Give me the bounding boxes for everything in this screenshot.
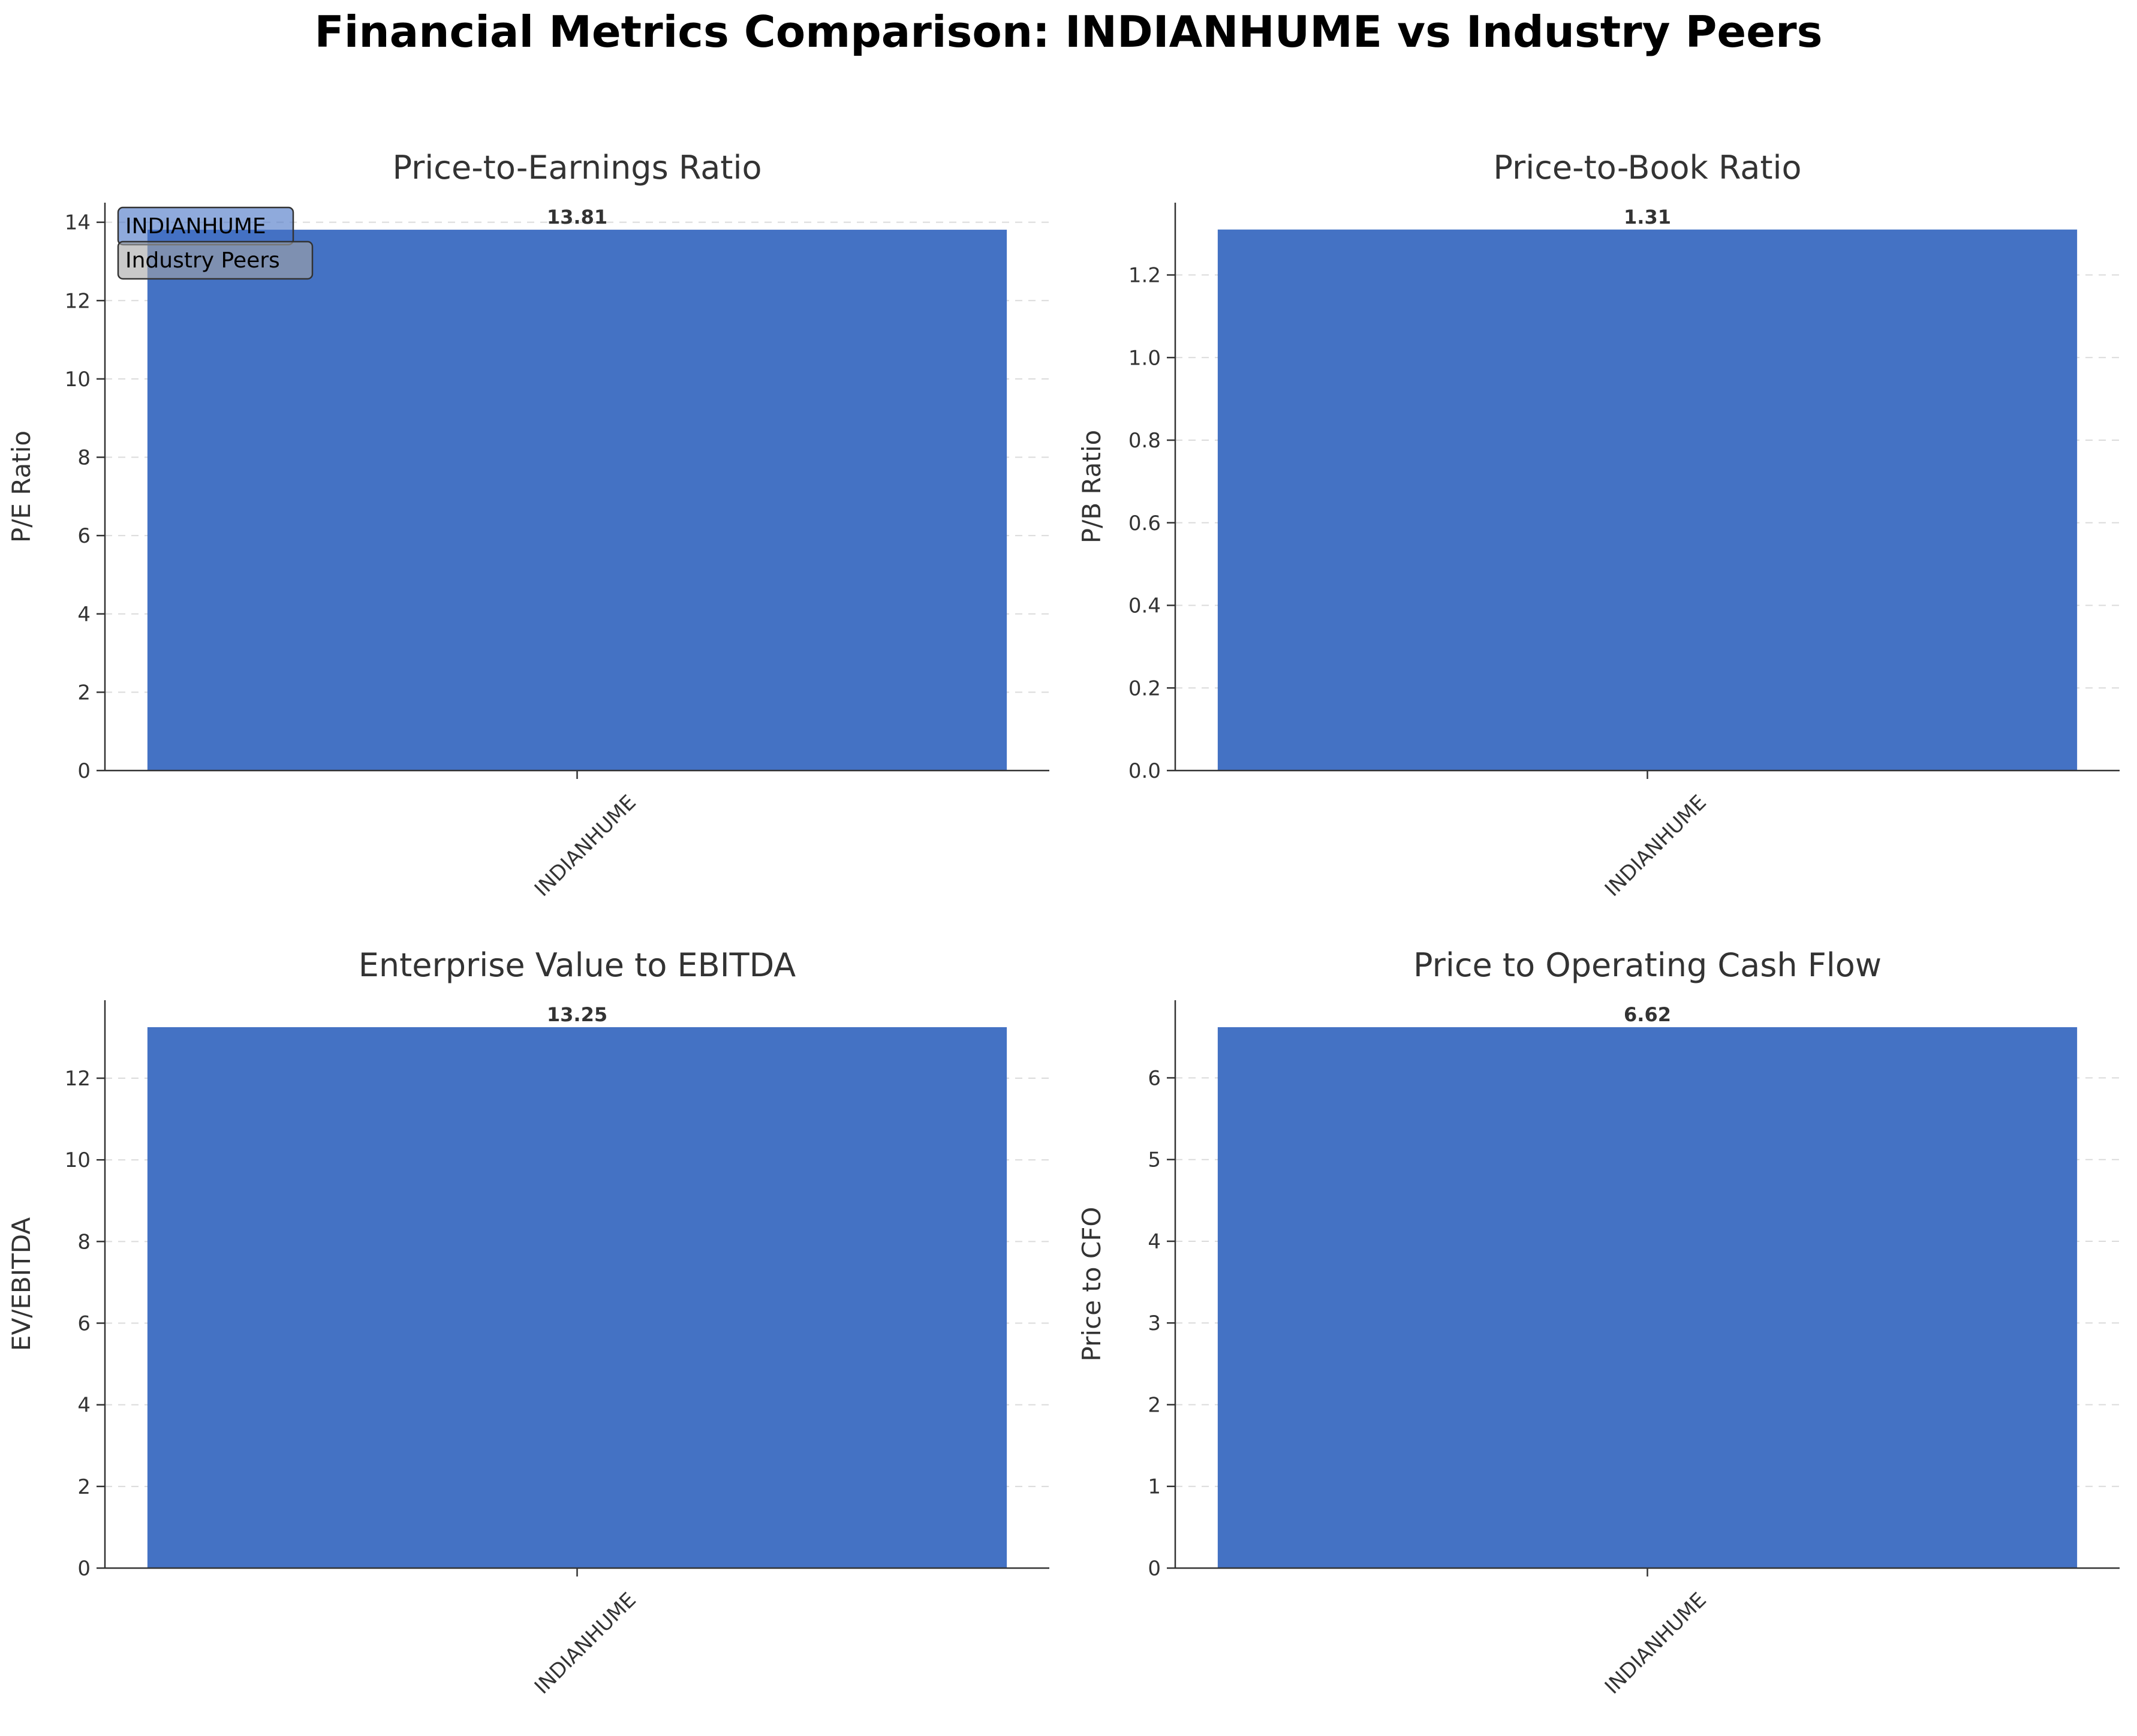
x-tick-label: INDIANHUME xyxy=(1600,790,1711,901)
y-tick-label: 0 xyxy=(77,1557,91,1581)
chart-panel-2: 1.31 INDIANHUME 0.0 0.2 0.4 0.6 0.8 1.0 1.2 Price… xyxy=(1077,149,2120,901)
panels: 13.81INDIANHUME02468101214Price-to-Earni… xyxy=(7,149,2120,1699)
value-label: 13.25 xyxy=(547,1003,607,1026)
bar-indianhume xyxy=(1217,229,2078,771)
legend-label-1: INDIANHUME xyxy=(125,214,266,239)
x-tick-label: INDIANHUME xyxy=(1600,1588,1711,1699)
y-tick-label: 0.0 xyxy=(1128,759,1161,783)
legend-label-2: Industry Peers xyxy=(125,248,280,273)
y-tick-label: 1.2 xyxy=(1128,264,1161,288)
value-label: 13.81 xyxy=(547,206,607,228)
chart-title: Enterprise Value to EBITDA xyxy=(359,946,796,984)
chart-panel-1: 13.81 INDIANHUME 0 2 4 6 8 10 12 14 Price-to-Earni… xyxy=(7,149,1049,901)
bar-indianhume xyxy=(147,1027,1007,1568)
y-tick-label: 8 xyxy=(77,446,91,470)
bar-indianhume xyxy=(1217,1027,2078,1568)
y-tick-label: 2 xyxy=(1148,1393,1161,1417)
chart-title: Price to Operating Cash Flow xyxy=(1413,946,1882,984)
y-tick-label: 0 xyxy=(77,759,91,783)
y-tick-label: 0.2 xyxy=(1128,676,1161,700)
chart-title: Price-to-Book Ratio xyxy=(1493,149,1801,186)
y-tick-label: 8 xyxy=(77,1230,91,1254)
legend-box-2 xyxy=(117,240,314,280)
y-tick-label: 0.6 xyxy=(1128,512,1161,535)
y-tick-label: 4 xyxy=(1148,1230,1161,1254)
y-axis-label: Price to CFO xyxy=(1077,1207,1106,1362)
y-axis-label: EV/EBITDA xyxy=(7,1217,36,1351)
y-tick-label: 6 xyxy=(1148,1066,1161,1090)
y-tick-label: 6 xyxy=(77,524,91,548)
x-tick-label: INDIANHUME xyxy=(530,1588,641,1699)
legend: INDIANHUME Industry Peers xyxy=(117,206,314,280)
y-tick-label: 10 xyxy=(65,1148,91,1172)
y-tick-label: 0.4 xyxy=(1128,594,1161,618)
y-tick-label: 4 xyxy=(77,603,91,627)
y-tick-label: 2 xyxy=(77,1475,91,1499)
y-tick-label: 12 xyxy=(65,1067,91,1091)
x-tick-label: INDIANHUME xyxy=(530,790,641,901)
chart-title: Price-to-Earnings Ratio xyxy=(392,149,762,186)
y-tick-label: 10 xyxy=(65,368,91,392)
y-tick-label: 0 xyxy=(1148,1557,1161,1581)
y-tick-label: 1 xyxy=(1148,1475,1161,1499)
figure-title: Financial Metrics Comparison: INDIANHUME… xyxy=(315,7,1823,57)
value-label: 1.31 xyxy=(1624,206,1671,228)
y-tick-label: 12 xyxy=(65,289,91,313)
y-tick-label: 5 xyxy=(1148,1148,1161,1172)
chart-panel-4: 6.62 INDIANHUME 0 1 2 3 4 5 6 Price to Operating … xyxy=(1077,946,2120,1699)
y-axis-label: P/E Ratio xyxy=(7,431,36,543)
y-tick-label: 3 xyxy=(1148,1311,1161,1335)
y-tick-label: 4 xyxy=(77,1394,91,1418)
y-tick-label: 2 xyxy=(77,681,91,705)
y-tick-label: 14 xyxy=(65,211,91,235)
y-tick-label: 1.0 xyxy=(1128,346,1161,370)
value-label: 6.62 xyxy=(1624,1003,1671,1026)
y-tick-label: 0.8 xyxy=(1128,429,1161,453)
y-tick-label: 6 xyxy=(77,1312,91,1336)
y-axis-label: P/B Ratio xyxy=(1077,430,1106,543)
bar-indianhume xyxy=(147,230,1007,771)
chart-panel-3: 13.25 INDIANHUME 0 2 4 6 8 10 12 Enterprise Value… xyxy=(7,946,1049,1699)
